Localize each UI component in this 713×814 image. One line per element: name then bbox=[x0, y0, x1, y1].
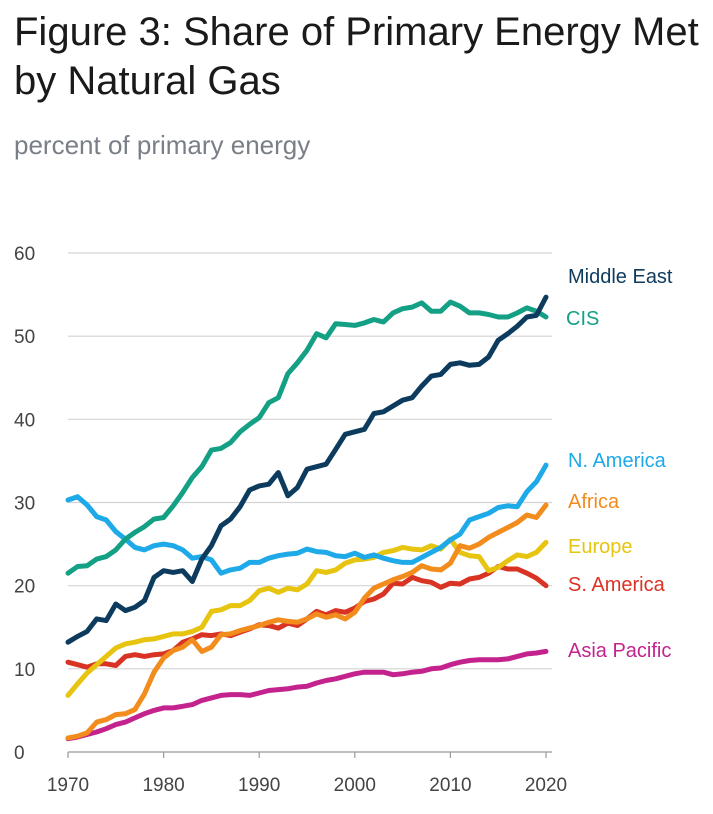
y-tick-label: 60 bbox=[14, 244, 35, 265]
series-line-cis bbox=[65, 299, 549, 576]
series-line-n-america bbox=[65, 462, 549, 576]
series-line-europe bbox=[65, 536, 549, 698]
series-line-asia-pacific bbox=[65, 648, 549, 742]
x-tick-label: 1980 bbox=[142, 775, 184, 796]
series-label-asia-pacific: Asia Pacific bbox=[568, 640, 671, 662]
x-tick-label: 2010 bbox=[429, 775, 471, 796]
y-tick-label: 0 bbox=[14, 743, 25, 764]
x-tick-label: 2000 bbox=[334, 775, 376, 796]
series-label-s-america: S. America bbox=[568, 574, 666, 596]
chart-title: Figure 3: Share of Primary Energy Met by… bbox=[14, 10, 699, 103]
series-label-cis: CIS bbox=[566, 308, 599, 330]
series-label-africa: Africa bbox=[568, 491, 620, 513]
series-label-europe: Europe bbox=[568, 536, 633, 558]
x-tick-label: 1970 bbox=[47, 775, 89, 796]
series-line-africa bbox=[65, 502, 549, 741]
series-line-middle-east bbox=[65, 294, 549, 645]
y-tick-label: 20 bbox=[14, 577, 35, 598]
chart-subtitle: percent of primary energy bbox=[14, 130, 311, 160]
series-label-n-america: N. America bbox=[568, 450, 667, 472]
series-label-middle-east: Middle East bbox=[568, 266, 673, 288]
y-tick-label: 30 bbox=[14, 494, 35, 515]
x-tick-label: 2020 bbox=[525, 775, 567, 796]
y-tick-label: 40 bbox=[14, 410, 35, 431]
y-tick-label: 50 bbox=[14, 327, 35, 348]
y-tick-label: 10 bbox=[14, 660, 35, 681]
x-tick-label: 1990 bbox=[238, 775, 280, 796]
